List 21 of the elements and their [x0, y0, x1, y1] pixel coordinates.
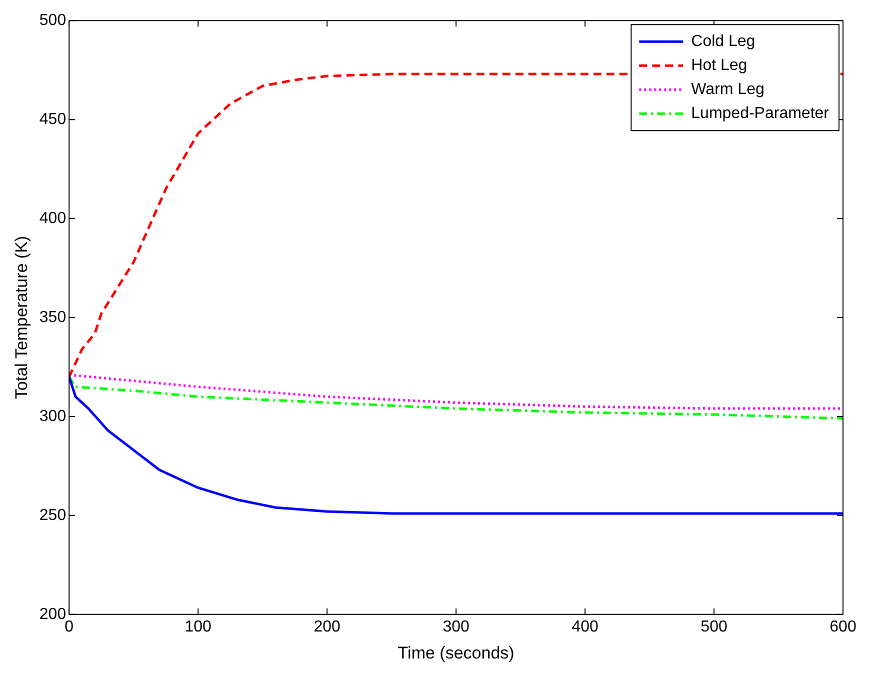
- legend-label: Warm Leg: [691, 81, 764, 98]
- x-axis-title: Time (seconds): [398, 643, 514, 662]
- legend-label: Hot Leg: [691, 57, 748, 74]
- x-tick-label: 300: [442, 618, 470, 636]
- y-tick-label: 300: [39, 408, 66, 425]
- y-tick-label: 250: [39, 506, 66, 524]
- y-tick-label: 350: [39, 308, 66, 326]
- y-tick-label: 200: [39, 606, 66, 623]
- x-tick-label: 100: [184, 618, 212, 636]
- y-tick-label: 500: [39, 12, 66, 30]
- x-tick-label: 0: [64, 618, 74, 636]
- x-tick-label: 500: [700, 618, 728, 636]
- x-tick-label: 200: [314, 618, 341, 636]
- line-series: [69, 376, 843, 420]
- legend-label: Cold Leg: [691, 33, 756, 50]
- y-axis-title: Total Temperature (K): [12, 236, 31, 400]
- x-tick-label: 600: [830, 618, 856, 636]
- x-tick-label: 400: [572, 618, 598, 636]
- y-tick-label: 400: [39, 210, 66, 227]
- legend-label: Lumped-Parameter: [691, 105, 830, 122]
- y-tick-label: 450: [39, 110, 66, 128]
